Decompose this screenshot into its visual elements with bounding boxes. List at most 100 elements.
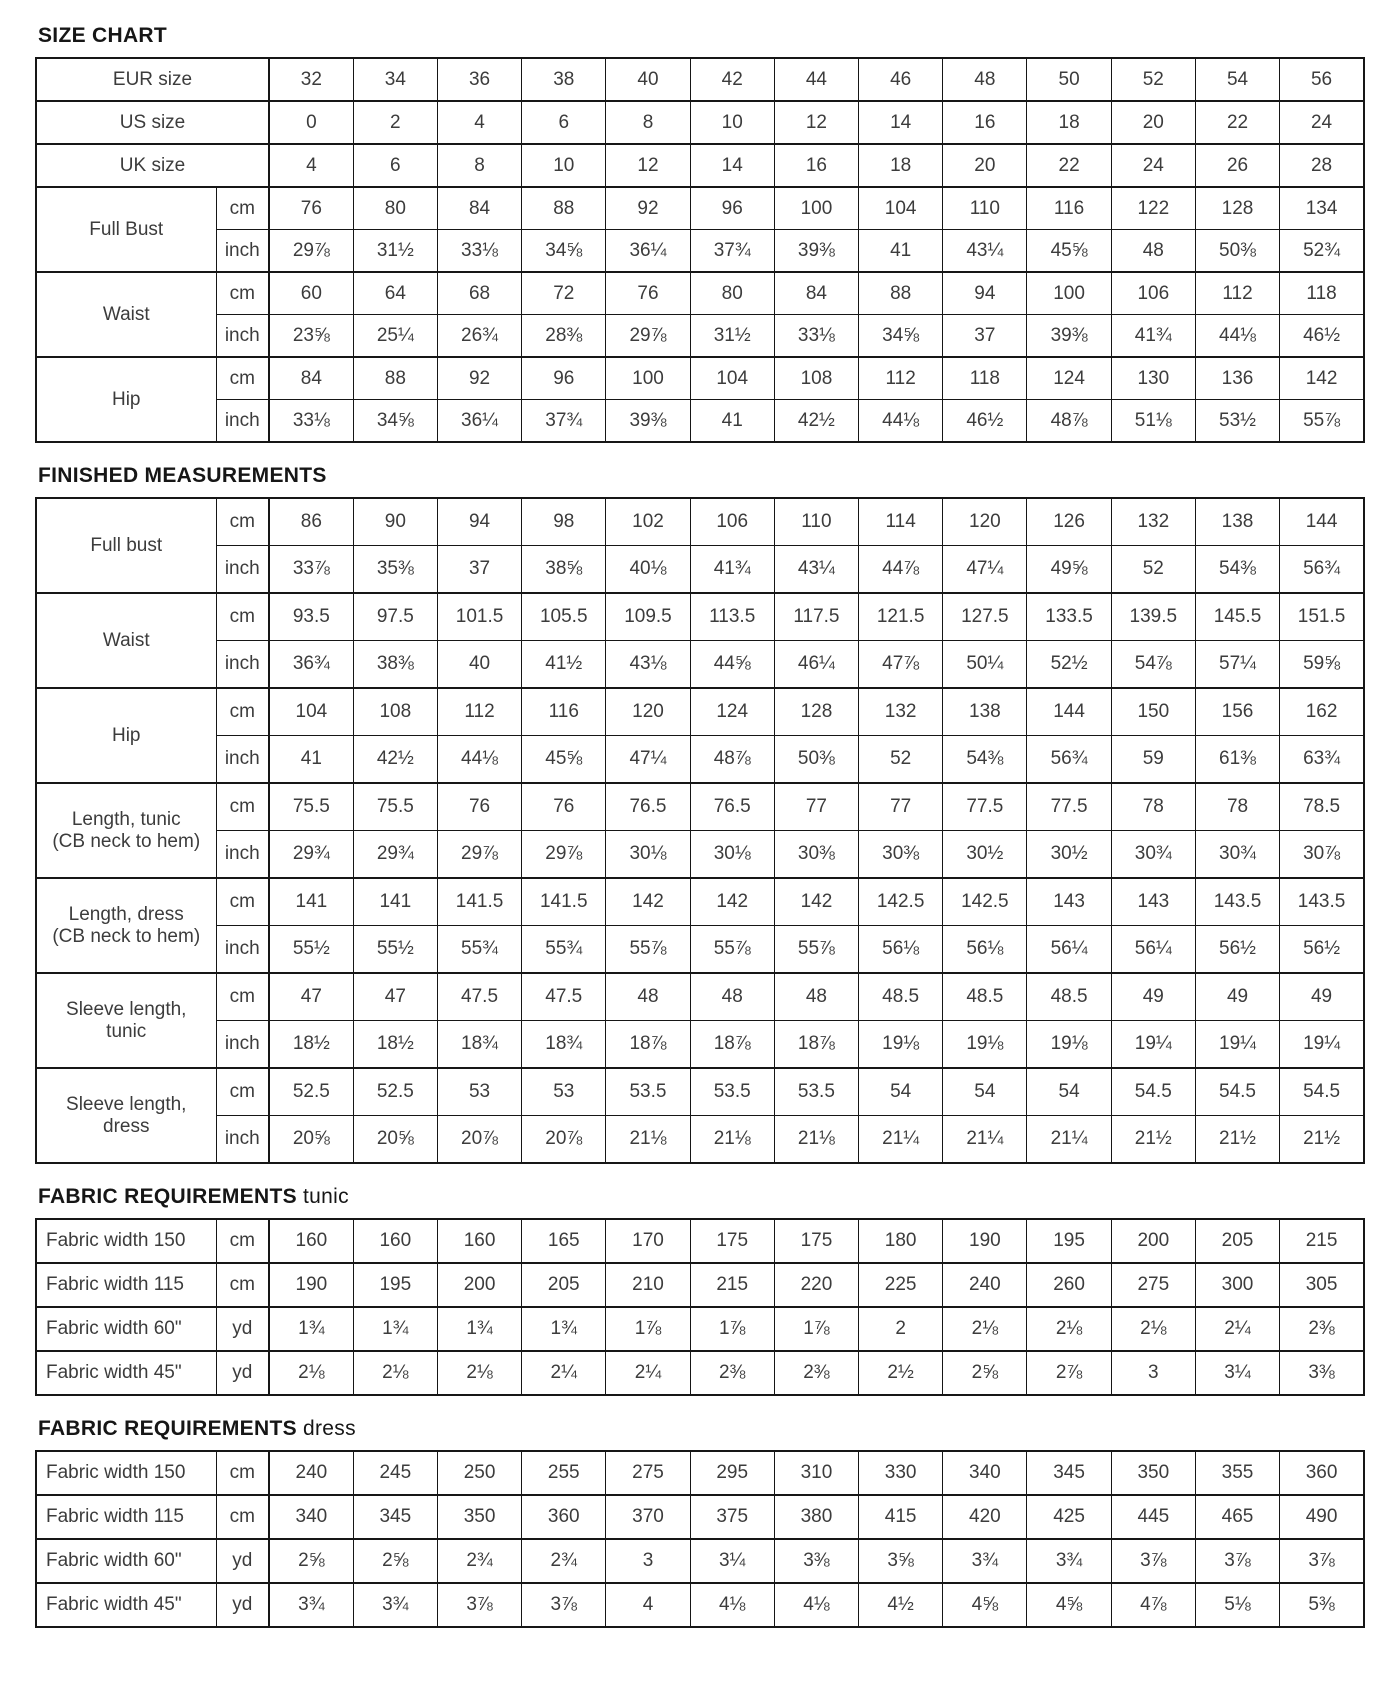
value-cell: 132 <box>1110 497 1196 546</box>
value-cell: 220 <box>773 1262 860 1308</box>
value-cell: 350 <box>1110 1450 1196 1496</box>
value-cell: 143 <box>1026 877 1112 926</box>
value-cell: 40⅛ <box>605 545 691 594</box>
value-cell: 55½ <box>352 925 438 974</box>
value-cell: 2¼ <box>1194 1306 1281 1352</box>
value-cell: 36¼ <box>436 399 523 443</box>
value-cell: 143.5 <box>1279 877 1365 926</box>
value-cell: 39⅜ <box>605 399 691 443</box>
value-cell: 465 <box>1194 1494 1281 1540</box>
value-cell: 121.5 <box>858 592 944 641</box>
value-cell: 142 <box>1279 356 1365 400</box>
unit-cell: cm <box>215 687 270 736</box>
value-cell: 46½ <box>1279 314 1365 358</box>
value-cell: 105.5 <box>521 592 607 641</box>
value-cell: 350 <box>436 1494 523 1540</box>
value-cell: 100 <box>605 356 691 400</box>
value-cell: 36 <box>436 57 523 102</box>
value-cell: 122 <box>1110 186 1196 230</box>
value-cell: 195 <box>1026 1218 1112 1264</box>
value-cell: 144 <box>1026 687 1112 736</box>
value-cell: 26¾ <box>436 314 523 358</box>
value-cell: 240 <box>268 1450 354 1496</box>
value-cell: 2⅛ <box>436 1350 523 1396</box>
value-cell: 90 <box>352 497 438 546</box>
value-cell: 34⅝ <box>521 229 607 273</box>
value-cell: 2½ <box>858 1350 944 1396</box>
value-cell: 45⅝ <box>1026 229 1112 273</box>
value-cell: 97.5 <box>352 592 438 641</box>
value-cell: 29¾ <box>268 830 354 879</box>
value-cell: 102 <box>605 497 691 546</box>
value-cell: 44⅛ <box>1194 314 1281 358</box>
value-cell: 160 <box>268 1218 354 1264</box>
value-cell: 54⅜ <box>1194 545 1281 594</box>
value-cell: 19¼ <box>1194 1020 1281 1069</box>
value-cell: 49 <box>1110 972 1196 1021</box>
value-cell: 116 <box>1026 186 1112 230</box>
value-cell: 21½ <box>1110 1115 1196 1164</box>
value-cell: 44⅛ <box>858 399 944 443</box>
value-cell: 245 <box>352 1450 438 1496</box>
value-cell: 84 <box>773 271 860 315</box>
value-cell: 38 <box>521 57 607 102</box>
value-cell: 118 <box>1279 271 1365 315</box>
value-cell: 6 <box>352 143 438 188</box>
value-cell: 53 <box>521 1067 607 1116</box>
value-cell: 8 <box>605 100 691 145</box>
value-cell: 110 <box>942 186 1028 230</box>
value-cell: 45⅝ <box>521 735 607 784</box>
value-cell: 36¼ <box>605 229 691 273</box>
value-cell: 48⅞ <box>1026 399 1112 443</box>
value-cell: 53.5 <box>773 1067 860 1116</box>
value-cell: 56 <box>1279 57 1365 102</box>
value-cell: 133.5 <box>1026 592 1112 641</box>
value-cell: 490 <box>1279 1494 1365 1540</box>
unit-cell: yd <box>215 1538 270 1584</box>
value-cell: 21¼ <box>1026 1115 1112 1164</box>
value-cell: 43¼ <box>773 545 860 594</box>
value-cell: 56⅛ <box>942 925 1028 974</box>
value-cell: 20 <box>942 143 1028 188</box>
value-cell: 250 <box>436 1450 523 1496</box>
value-cell: 60 <box>268 271 354 315</box>
value-cell: 22 <box>1194 100 1281 145</box>
value-cell: 42 <box>689 57 775 102</box>
value-cell: 175 <box>689 1218 775 1264</box>
value-cell: 18⅞ <box>689 1020 775 1069</box>
value-cell: 225 <box>858 1262 944 1308</box>
value-cell: 76.5 <box>689 782 775 831</box>
unit-cell: inch <box>215 640 270 689</box>
value-cell: 47⅞ <box>858 640 944 689</box>
value-cell: 96 <box>689 186 775 230</box>
section-title-size-chart: SIZE CHART <box>38 24 1365 48</box>
value-cell: 20⅞ <box>521 1115 607 1164</box>
value-cell: 19⅛ <box>942 1020 1028 1069</box>
value-cell: 19⅛ <box>1026 1020 1112 1069</box>
value-cell: 76 <box>436 782 523 831</box>
value-cell: 156 <box>1194 687 1281 736</box>
value-cell: 4⅝ <box>942 1582 1028 1628</box>
value-cell: 40 <box>436 640 523 689</box>
value-cell: 2⅝ <box>352 1538 438 1584</box>
unit-cell: cm <box>215 1494 270 1540</box>
value-cell: 30⅞ <box>1279 830 1365 879</box>
row-label: Fabric width 115 <box>35 1494 217 1540</box>
value-cell: 104 <box>268 687 354 736</box>
value-cell: 30⅛ <box>605 830 691 879</box>
value-cell: 21⅛ <box>605 1115 691 1164</box>
value-cell: 43⅛ <box>605 640 691 689</box>
value-cell: 41¾ <box>689 545 775 594</box>
value-cell: 116 <box>521 687 607 736</box>
row-label: UK size <box>35 143 270 188</box>
row-label: Fabric width 60" <box>35 1306 217 1352</box>
value-cell: 305 <box>1279 1262 1365 1308</box>
sections-container: SIZE CHART EUR size 32 34 36 38 40 42 44 46 48 50 52… <box>35 24 1365 1628</box>
value-cell: 33⅛ <box>436 229 523 273</box>
value-cell: 3 <box>605 1538 691 1584</box>
value-cell: 29¾ <box>352 830 438 879</box>
value-cell: 21¼ <box>858 1115 944 1164</box>
value-cell: 445 <box>1110 1494 1196 1540</box>
value-cell: 54⅜ <box>942 735 1028 784</box>
value-cell: 114 <box>858 497 944 546</box>
